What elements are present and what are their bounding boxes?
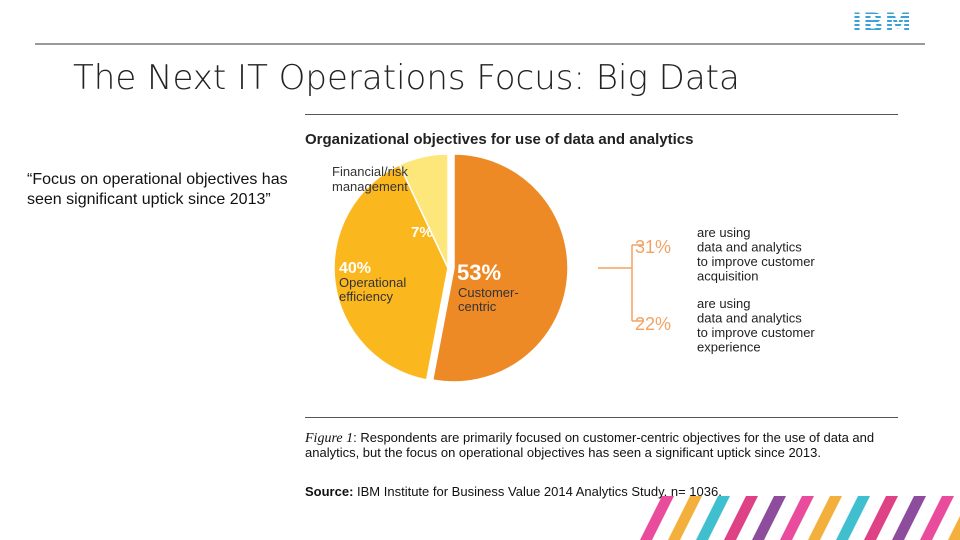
breakdown-percent-1: 31% [635,237,671,257]
figure-caption-label: Figure 1 [305,431,354,446]
breakdown-bracket [598,244,644,322]
deco-stripe [920,496,954,540]
deco-stripe [696,496,730,540]
breakdown-2-line-1: are using [697,296,750,311]
source-label: Source: [305,484,354,499]
figure-source: Source: IBM Institute for Business Value… [305,484,722,499]
figure-title: Organizational objectives for use of dat… [305,131,694,148]
deco-stripe [808,496,842,540]
figure-caption-colon: : [353,430,357,445]
slice-customer-label-line1: Customer- [458,285,519,300]
pie-slice-1 [431,153,569,383]
deco-stripe [724,496,758,540]
slice-financial-percent: 7% [411,224,433,241]
slice-customer-label-line2: centric [458,299,497,314]
breakdown-1-line-2: data and analytics [697,240,802,255]
figure-bottom-rule [305,417,898,418]
decorative-chevron-band [640,496,960,540]
deco-stripe [640,496,674,540]
pie-slice-2 [333,163,449,381]
deco-stripe [836,496,870,540]
slice-financial-label-line2: management [332,179,408,194]
ibm-logo: IBM [852,8,913,39]
header-divider [35,43,925,45]
deco-stripe [948,516,960,540]
slice-operational-label-line1: Operational [339,275,406,290]
breakdown-2-line-3: to improve customer [697,325,815,340]
breakdown-1-line-1: are using [697,225,750,240]
pie-slice-3 [398,153,449,269]
breakdown-2-line-4: experience [697,340,761,355]
breakdown-1-line-4: acquisition [697,269,758,284]
source-text: IBM Institute for Business Value 2014 An… [353,484,722,499]
breakdown-1-line-3: to improve customer [697,254,815,269]
breakdown-2-line-2: data and analytics [697,311,802,326]
breakdown-percent-2: 22% [635,314,671,334]
deco-stripe [780,496,814,540]
deco-stripe [892,496,926,540]
slice-customer-percent: 53% [457,260,501,285]
slice-operational-percent: 40% [339,260,371,277]
deco-stripe [752,496,786,540]
slice-financial-label-line1: Financial/risk [332,164,408,179]
figure-top-rule [305,114,898,115]
pie-chart: 53%Customer-centric 40%Operationalefficie… [332,153,815,383]
quote-text: “Focus on operational objectives has see… [27,171,288,208]
slide-title: The Next IT Operations Focus: Big Data [73,58,740,98]
slice-operational-label-line2: efficiency [339,289,393,304]
figure-caption-text: Respondents are primarily focused on cus… [305,430,875,460]
deco-stripe [864,496,898,540]
deco-stripe [668,496,702,540]
figure-caption: Figure 1: Respondents are primarily focu… [305,431,905,460]
